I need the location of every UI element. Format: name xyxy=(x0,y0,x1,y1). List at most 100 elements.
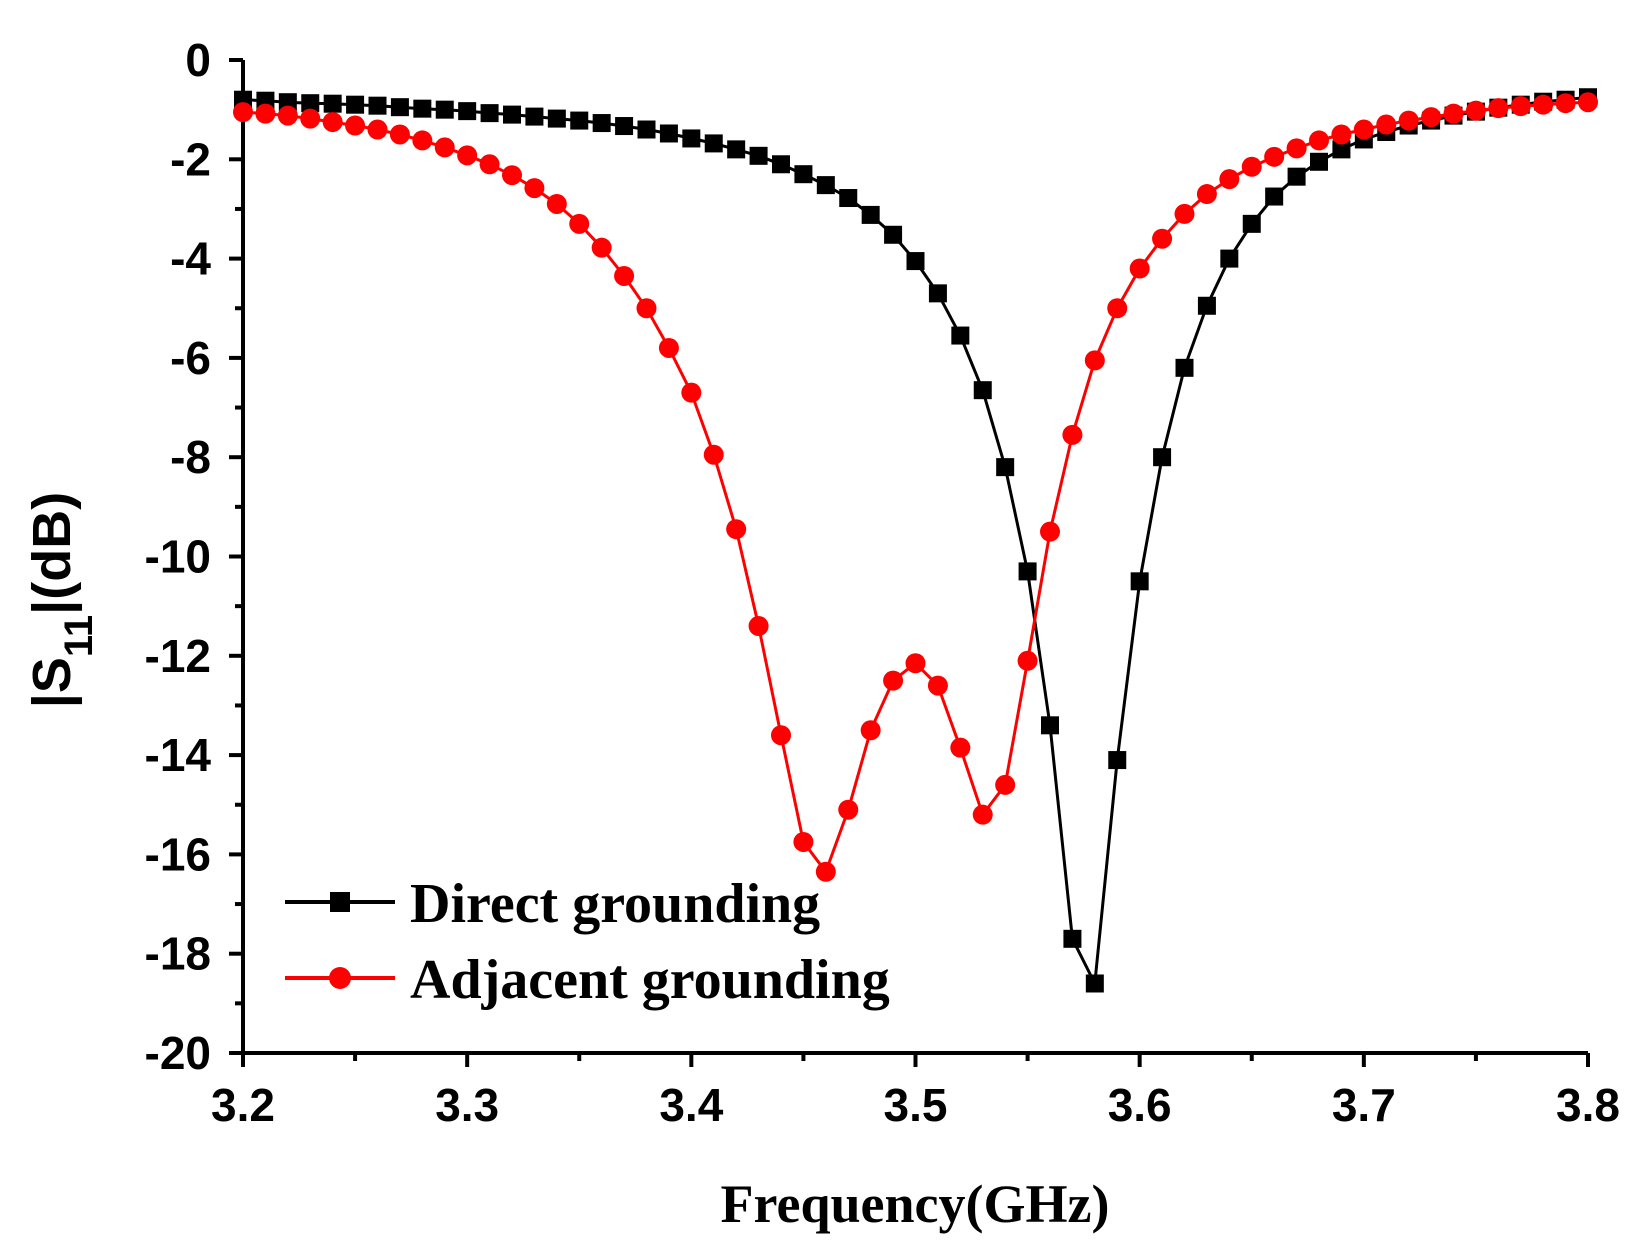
data-point-adjacent-grounding xyxy=(367,119,388,140)
data-point-direct-grounding xyxy=(503,105,521,124)
data-point-direct-grounding xyxy=(1220,249,1239,268)
data-point-direct-grounding xyxy=(839,189,858,208)
data-point-adjacent-grounding xyxy=(479,154,500,175)
data-point-adjacent-grounding xyxy=(883,670,904,691)
data-point-direct-grounding xyxy=(1310,152,1328,171)
data-point-adjacent-grounding xyxy=(1174,203,1195,224)
data-point-adjacent-grounding xyxy=(1219,169,1240,190)
legend: Direct grounding Adjacent grounding xyxy=(285,873,890,1011)
y-tick-label: -6 xyxy=(170,332,211,384)
data-point-adjacent-grounding xyxy=(972,804,993,825)
data-point-direct-grounding xyxy=(1108,751,1127,770)
data-point-adjacent-grounding xyxy=(1309,130,1329,151)
data-point-adjacent-grounding xyxy=(1062,424,1083,445)
data-point-direct-grounding xyxy=(346,95,365,114)
data-point-direct-grounding xyxy=(1242,214,1261,233)
data-point-adjacent-grounding xyxy=(1376,114,1397,135)
x-tick-label: 3.5 xyxy=(884,1079,948,1131)
data-point-direct-grounding xyxy=(413,99,432,118)
data-point-adjacent-grounding xyxy=(1152,228,1173,249)
data-point-adjacent-grounding xyxy=(927,675,948,696)
data-point-adjacent-grounding xyxy=(1107,298,1128,319)
data-point-adjacent-grounding xyxy=(793,831,814,852)
y-tick-label: -10 xyxy=(145,531,211,583)
data-point-adjacent-grounding xyxy=(412,130,433,151)
series-layer xyxy=(233,88,1598,993)
x-tick-label: 3.4 xyxy=(659,1079,723,1131)
x-tick-label: 3.2 xyxy=(211,1079,275,1131)
data-point-adjacent-grounding xyxy=(905,653,926,674)
x-tick-label: 3.8 xyxy=(1556,1079,1620,1131)
data-point-direct-grounding xyxy=(928,284,947,303)
data-point-adjacent-grounding xyxy=(860,720,881,741)
data-point-direct-grounding xyxy=(570,111,589,130)
data-point-adjacent-grounding xyxy=(1533,94,1554,115)
data-point-direct-grounding xyxy=(1332,140,1351,159)
data-point-adjacent-grounding xyxy=(681,382,702,403)
data-point-adjacent-grounding xyxy=(614,265,635,286)
data-point-direct-grounding xyxy=(704,134,723,153)
data-point-direct-grounding xyxy=(861,205,880,224)
data-point-adjacent-grounding xyxy=(726,519,747,540)
data-point-direct-grounding xyxy=(637,120,656,139)
data-point-adjacent-grounding xyxy=(658,337,679,358)
data-point-direct-grounding xyxy=(547,109,566,128)
y-tick-label: -20 xyxy=(145,1027,211,1079)
tick-labels: 0 -2 -4 -6 -8 -10 -12 -14 -16 -18 -203.2 3.3 3.4 3.5 3… xyxy=(145,34,1620,1131)
data-point-direct-grounding xyxy=(816,176,835,195)
data-point-direct-grounding xyxy=(772,155,790,174)
data-point-direct-grounding xyxy=(749,146,768,165)
legend-item-adjacent: Adjacent grounding xyxy=(285,949,890,1011)
y-axis-label: |S11|(dB) xyxy=(22,492,101,709)
data-point-adjacent-grounding xyxy=(748,616,769,637)
data-point-adjacent-grounding xyxy=(1443,103,1464,124)
data-point-adjacent-grounding xyxy=(277,105,298,126)
data-point-adjacent-grounding xyxy=(995,774,1016,795)
data-point-adjacent-grounding xyxy=(389,124,410,145)
data-point-adjacent-grounding xyxy=(1510,96,1531,117)
data-point-direct-grounding xyxy=(794,165,813,184)
data-point-direct-grounding xyxy=(390,98,409,117)
data-point-adjacent-grounding xyxy=(1241,156,1262,177)
legend-item-direct: Direct grounding xyxy=(285,873,820,935)
series-direct-grounding xyxy=(234,88,1597,993)
y-tick-label: -4 xyxy=(170,233,211,285)
data-point-adjacent-grounding xyxy=(502,165,522,186)
data-point-adjacent-grounding xyxy=(300,108,321,129)
data-point-adjacent-grounding xyxy=(233,102,253,123)
data-point-adjacent-grounding xyxy=(950,737,971,758)
y-tick-label: -12 xyxy=(145,630,211,682)
data-point-adjacent-grounding xyxy=(1286,138,1307,159)
data-point-direct-grounding xyxy=(1130,572,1149,591)
y-axis-label-prefix: |S xyxy=(22,657,83,708)
data-point-direct-grounding xyxy=(368,96,387,115)
data-point-direct-grounding xyxy=(973,381,992,400)
data-point-direct-grounding xyxy=(727,140,746,159)
data-point-adjacent-grounding xyxy=(1465,100,1486,121)
data-point-direct-grounding xyxy=(525,107,544,126)
data-point-direct-grounding xyxy=(1197,296,1216,315)
series-line-direct-grounding xyxy=(242,95,1589,985)
data-point-adjacent-grounding xyxy=(434,137,455,158)
data-point-adjacent-grounding xyxy=(1017,650,1038,671)
data-point-adjacent-grounding xyxy=(838,799,859,820)
y-tick-label: -18 xyxy=(145,928,211,980)
data-point-adjacent-grounding xyxy=(1578,92,1598,113)
data-point-adjacent-grounding xyxy=(1196,184,1217,205)
data-point-adjacent-grounding xyxy=(591,237,612,258)
data-point-direct-grounding xyxy=(480,104,499,123)
data-point-direct-grounding xyxy=(996,458,1015,477)
data-point-adjacent-grounding xyxy=(815,861,836,882)
data-point-direct-grounding xyxy=(1287,167,1306,186)
data-point-adjacent-grounding xyxy=(771,725,791,746)
y-tick-label: -2 xyxy=(170,133,211,185)
series-adjacent-grounding xyxy=(233,92,1598,882)
legend-label-direct: Direct grounding xyxy=(410,873,820,935)
data-point-direct-grounding xyxy=(659,124,678,143)
data-point-adjacent-grounding xyxy=(569,213,590,234)
legend-marker-direct xyxy=(330,892,350,912)
series-line-adjacent-grounding xyxy=(242,100,1589,874)
data-point-direct-grounding xyxy=(682,129,701,148)
data-point-direct-grounding xyxy=(884,225,903,244)
data-point-adjacent-grounding xyxy=(1421,107,1442,128)
